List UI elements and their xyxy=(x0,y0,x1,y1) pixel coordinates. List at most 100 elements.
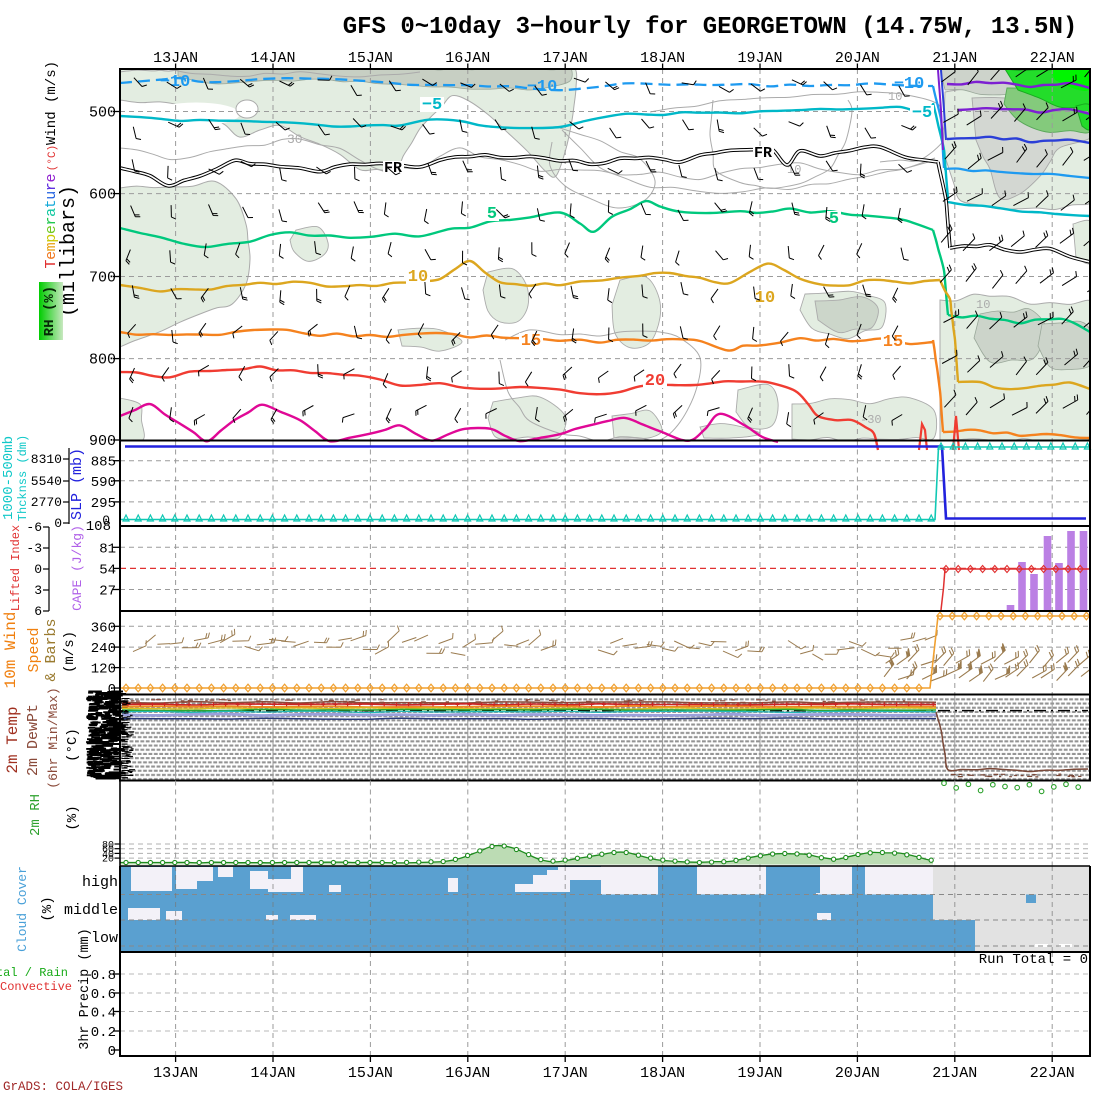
svg-text:−10: −10 xyxy=(894,75,925,94)
svg-text:21JAN: 21JAN xyxy=(932,1065,977,1082)
svg-text:(%): (%) xyxy=(65,805,81,830)
svg-text:−10: −10 xyxy=(160,73,191,92)
svg-text:20: 20 xyxy=(645,372,665,391)
svg-text:27: 27 xyxy=(99,584,116,600)
svg-text:6: 6 xyxy=(34,604,42,619)
svg-text:360: 360 xyxy=(91,620,116,636)
svg-text:8310: 8310 xyxy=(31,452,62,467)
svg-text:p: p xyxy=(43,234,60,243)
svg-text:(millibars): (millibars) xyxy=(58,185,81,317)
svg-text:590: 590 xyxy=(91,475,116,491)
svg-text:80: 80 xyxy=(102,841,114,852)
svg-text:108: 108 xyxy=(86,519,111,535)
svg-text:low: low xyxy=(91,930,118,947)
svg-text:(m/s): (m/s) xyxy=(62,631,78,673)
svg-text:(°C): (°C) xyxy=(65,728,81,762)
svg-text:120: 120 xyxy=(91,662,116,678)
svg-text:10: 10 xyxy=(976,298,990,312)
svg-text:19JAN: 19JAN xyxy=(737,50,782,67)
svg-text:20JAN: 20JAN xyxy=(835,1065,880,1082)
svg-text:Lifted Index: Lifted Index xyxy=(9,525,23,611)
svg-text:T: T xyxy=(43,259,60,268)
svg-text:-30: -30 xyxy=(860,413,882,427)
svg-text:e: e xyxy=(43,225,60,234)
svg-text:19JAN: 19JAN xyxy=(737,1065,782,1082)
svg-text:21JAN: 21JAN xyxy=(932,50,977,67)
svg-text:15: 15 xyxy=(521,332,541,351)
svg-text:m: m xyxy=(43,242,60,251)
svg-text:0: 0 xyxy=(108,682,116,698)
svg-text:0: 0 xyxy=(54,516,62,531)
svg-text:5: 5 xyxy=(487,205,497,224)
svg-text:16JAN: 16JAN xyxy=(445,1065,490,1082)
svg-text:13JAN: 13JAN xyxy=(153,1065,198,1082)
svg-text:40: 40 xyxy=(102,850,114,861)
svg-text:10: 10 xyxy=(408,268,428,287)
svg-text:Total / Rain: Total / Rain xyxy=(0,966,68,980)
svg-text:16JAN: 16JAN xyxy=(445,50,490,67)
svg-text:−10: −10 xyxy=(527,78,558,97)
svg-text:0.6: 0.6 xyxy=(91,987,116,1003)
svg-text:30: 30 xyxy=(287,132,303,147)
svg-text:u: u xyxy=(43,191,60,200)
svg-text:Speed: Speed xyxy=(26,627,43,672)
svg-text:2m RH: 2m RH xyxy=(28,794,44,836)
svg-text:10m Wind: 10m Wind xyxy=(2,612,20,689)
svg-text:a: a xyxy=(43,208,60,217)
svg-text:54: 54 xyxy=(99,562,116,578)
svg-text:high: high xyxy=(82,874,118,891)
svg-text:−5: −5 xyxy=(422,96,442,115)
svg-text:Cloud Cover: Cloud Cover xyxy=(15,866,30,952)
svg-text:SLP (mb): SLP (mb) xyxy=(69,448,86,520)
svg-text:295: 295 xyxy=(91,496,116,512)
svg-text:20: 20 xyxy=(102,855,114,866)
svg-text:20JAN: 20JAN xyxy=(835,50,880,67)
svg-text:3: 3 xyxy=(34,583,42,598)
svg-text:1000-500mb: 1000-500mb xyxy=(1,436,17,520)
svg-text:& Barbs: & Barbs xyxy=(43,618,60,681)
svg-text:5540: 5540 xyxy=(31,474,62,489)
svg-text:17JAN: 17JAN xyxy=(543,1065,588,1082)
svg-text:r: r xyxy=(43,182,60,191)
svg-text:10: 10 xyxy=(888,90,902,104)
svg-text:GFS 0~10day 3−hourly for GEORG: GFS 0~10day 3−hourly for GEORGETOWN (14.… xyxy=(343,14,1078,41)
svg-text:Wind (m/s): Wind (m/s) xyxy=(44,61,60,145)
svg-text:0.2: 0.2 xyxy=(91,1025,116,1041)
svg-text:-6: -6 xyxy=(26,520,42,535)
svg-text:0: 0 xyxy=(102,513,110,528)
svg-text:(6hr Min/Max): (6hr Min/Max) xyxy=(46,687,61,788)
svg-text:13JAN: 13JAN xyxy=(153,50,198,67)
svg-text:3hr Precip (mm): 3hr Precip (mm) xyxy=(78,928,93,1050)
svg-text:18JAN: 18JAN xyxy=(640,50,685,67)
svg-text:0: 0 xyxy=(108,1044,116,1060)
svg-text:900: 900 xyxy=(89,433,116,450)
svg-text:22JAN: 22JAN xyxy=(1030,1065,1075,1082)
svg-text:FR: FR xyxy=(384,160,402,177)
svg-text:−5: −5 xyxy=(912,104,932,123)
svg-text:e: e xyxy=(43,173,60,182)
svg-text:885: 885 xyxy=(91,455,116,471)
svg-text:14JAN: 14JAN xyxy=(250,50,295,67)
svg-text:800: 800 xyxy=(89,352,116,369)
svg-text:(%): (%) xyxy=(40,896,56,921)
svg-text:-3: -3 xyxy=(26,541,42,556)
svg-text:14JAN: 14JAN xyxy=(250,1065,295,1082)
svg-text:2770: 2770 xyxy=(31,495,62,510)
svg-text:15JAN: 15JAN xyxy=(348,1065,393,1082)
svg-text:2m DewPt: 2m DewPt xyxy=(25,704,42,776)
svg-text:t: t xyxy=(43,199,60,208)
svg-text:r: r xyxy=(43,216,60,225)
svg-text:81: 81 xyxy=(99,541,116,557)
svg-text:Convective: Convective xyxy=(0,980,72,994)
svg-text:middle: middle xyxy=(64,902,118,919)
svg-text:FR: FR xyxy=(754,145,772,162)
svg-text:60: 60 xyxy=(102,845,114,856)
svg-text:CAPE (J/kg): CAPE (J/kg) xyxy=(70,525,85,611)
svg-text:0.4: 0.4 xyxy=(91,1006,116,1022)
svg-text:15: 15 xyxy=(883,333,903,352)
svg-text:Thcknss (dm): Thcknss (dm) xyxy=(16,435,30,521)
svg-text:e: e xyxy=(43,251,60,260)
svg-text:15JAN: 15JAN xyxy=(348,50,393,67)
svg-text:GrADS: COLA/IGES: GrADS: COLA/IGES xyxy=(3,1080,123,1094)
svg-text:18JAN: 18JAN xyxy=(640,1065,685,1082)
